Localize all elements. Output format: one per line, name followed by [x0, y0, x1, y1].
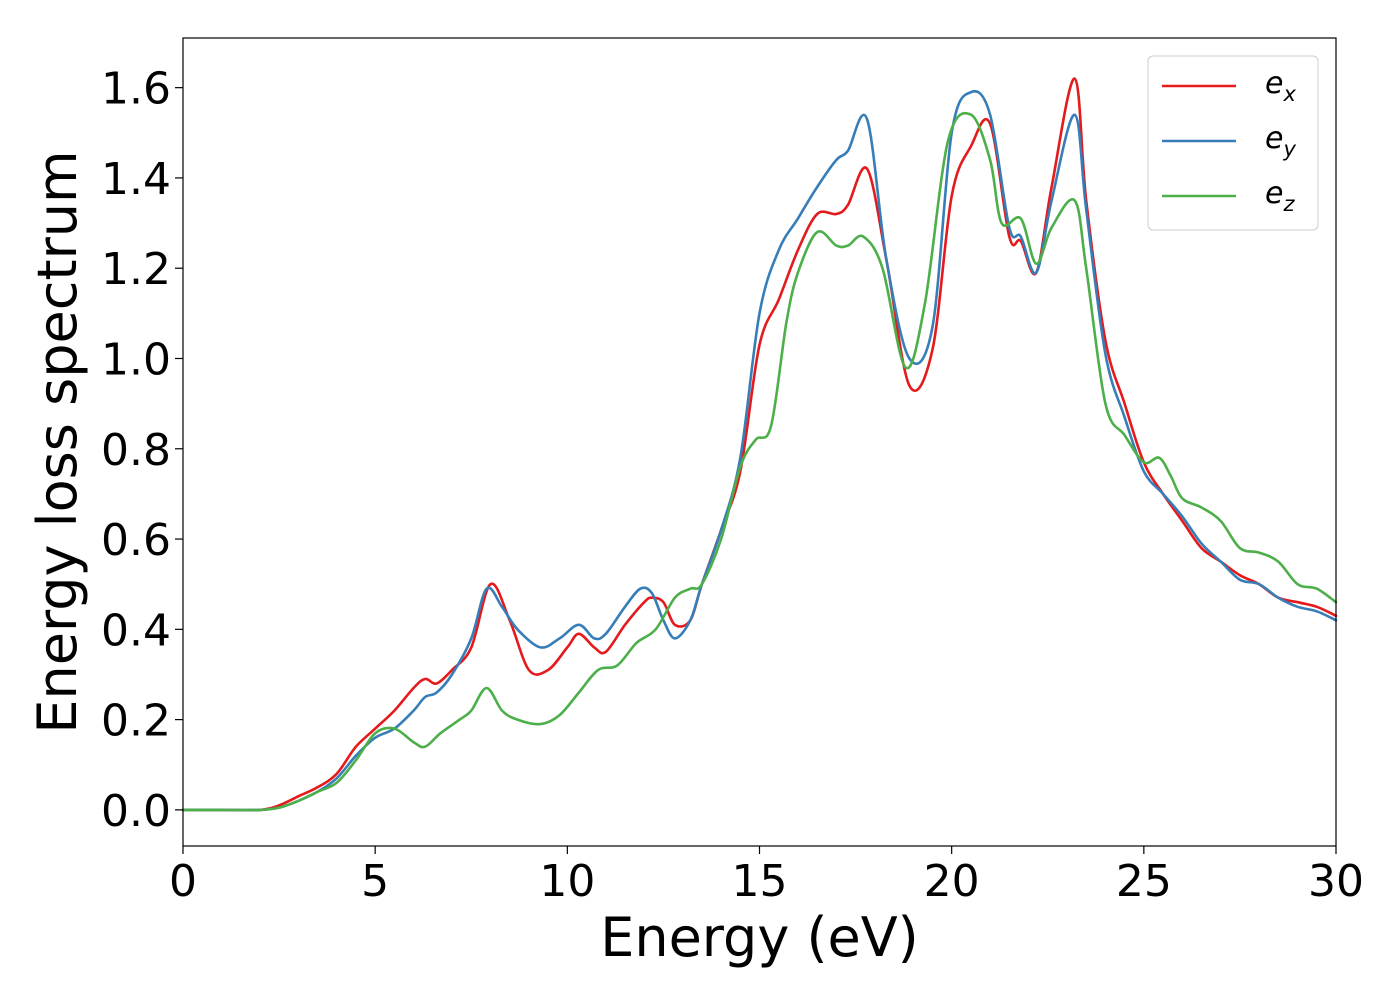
y-tick-label: 1.4: [101, 154, 171, 205]
y-axis-ticks: 0.0 0.2 0.4 0.6 0.8 1.0 1.2 1.4 1.6: [101, 64, 183, 837]
y-tick-label: 1.2: [101, 244, 171, 295]
x-tick-label: 0: [169, 856, 197, 907]
series-line-x: [181, 77, 1338, 812]
x-axis-title: Energy (eV): [600, 906, 919, 969]
y-axis-title: Energy loss spectrum: [26, 150, 89, 733]
y-tick-label: 0.4: [101, 605, 171, 656]
x-axis-ticks: 0 5 10 15 20 25 30: [169, 846, 1364, 907]
y-tick-label: 0.2: [101, 696, 171, 747]
legend-box: [1147, 55, 1319, 231]
x-tick-label: 5: [361, 856, 389, 907]
x-tick-label: 25: [1116, 856, 1172, 907]
series-line-z: [181, 111, 1338, 812]
y-tick-label: 0.0: [101, 786, 171, 837]
series-line-y: [181, 89, 1338, 812]
x-tick-label: 30: [1308, 856, 1364, 907]
y-tick-label: 1.0: [101, 334, 171, 385]
x-tick-label: 20: [924, 856, 980, 907]
x-tick-label: 10: [539, 856, 595, 907]
y-tick-label: 1.6: [101, 64, 171, 115]
y-tick-label: 0.6: [101, 515, 171, 566]
x-tick-label: 15: [732, 856, 788, 907]
series-layer: [181, 77, 1338, 812]
y-tick-label: 0.8: [101, 425, 171, 476]
